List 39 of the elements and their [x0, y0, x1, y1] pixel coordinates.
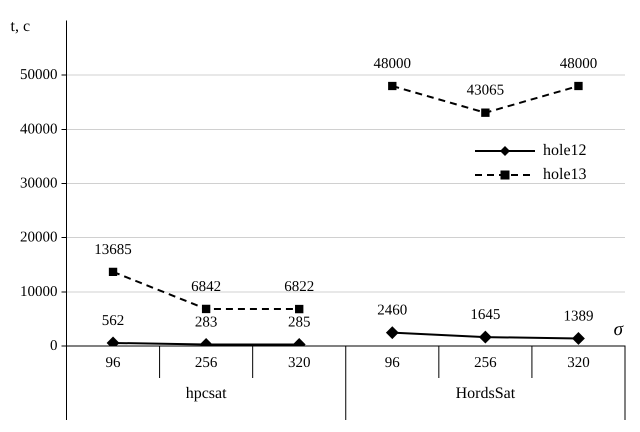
- y-tick-label: 30000: [20, 175, 58, 192]
- point: [479, 331, 492, 344]
- text: HordsSat: [456, 385, 516, 402]
- x-tick-label: 320: [567, 354, 590, 371]
- x-tick-label: 96: [384, 354, 400, 371]
- x-tick-label: 96: [106, 354, 122, 371]
- y-tick-label: 20000: [20, 230, 58, 246]
- point: [574, 82, 583, 90]
- point: [202, 304, 210, 314]
- y-tick-label: 10000: [20, 284, 58, 300]
- x-tick-label: 320: [288, 354, 310, 371]
- legend-label: hole13: [543, 166, 587, 184]
- data-label: 43065: [466, 82, 504, 99]
- data-label: 283: [194, 314, 218, 330]
- point: [108, 268, 118, 276]
- data-label: 48000: [560, 56, 598, 72]
- y-tick-label: 0: [50, 338, 58, 354]
- data-label: 6842: [191, 278, 222, 295]
- y-axis-title: t, c: [10, 18, 30, 36]
- data-label: 1389: [563, 308, 594, 324]
- data-label: 285: [288, 314, 310, 330]
- point: [572, 332, 584, 344]
- point: [481, 108, 490, 117]
- legend-label: hole12: [543, 142, 587, 160]
- data-label: 1645: [470, 307, 500, 324]
- y-tick-label: 50000: [20, 67, 58, 84]
- point: [386, 326, 398, 339]
- data-label: 48000: [374, 56, 412, 72]
- text: hpcsat: [186, 385, 228, 402]
- data-label: 2460: [377, 302, 408, 319]
- x-axis-title: σ: [614, 319, 624, 340]
- point: [388, 82, 396, 90]
- data-label: 13685: [94, 242, 132, 258]
- x-tick-label: 256: [474, 354, 498, 371]
- x-tick-label: 256: [194, 354, 218, 371]
- y-tick-label: 40000: [20, 121, 58, 138]
- data-label: 562: [102, 312, 124, 329]
- data-label: 6822: [284, 278, 314, 295]
- point: [295, 304, 304, 314]
